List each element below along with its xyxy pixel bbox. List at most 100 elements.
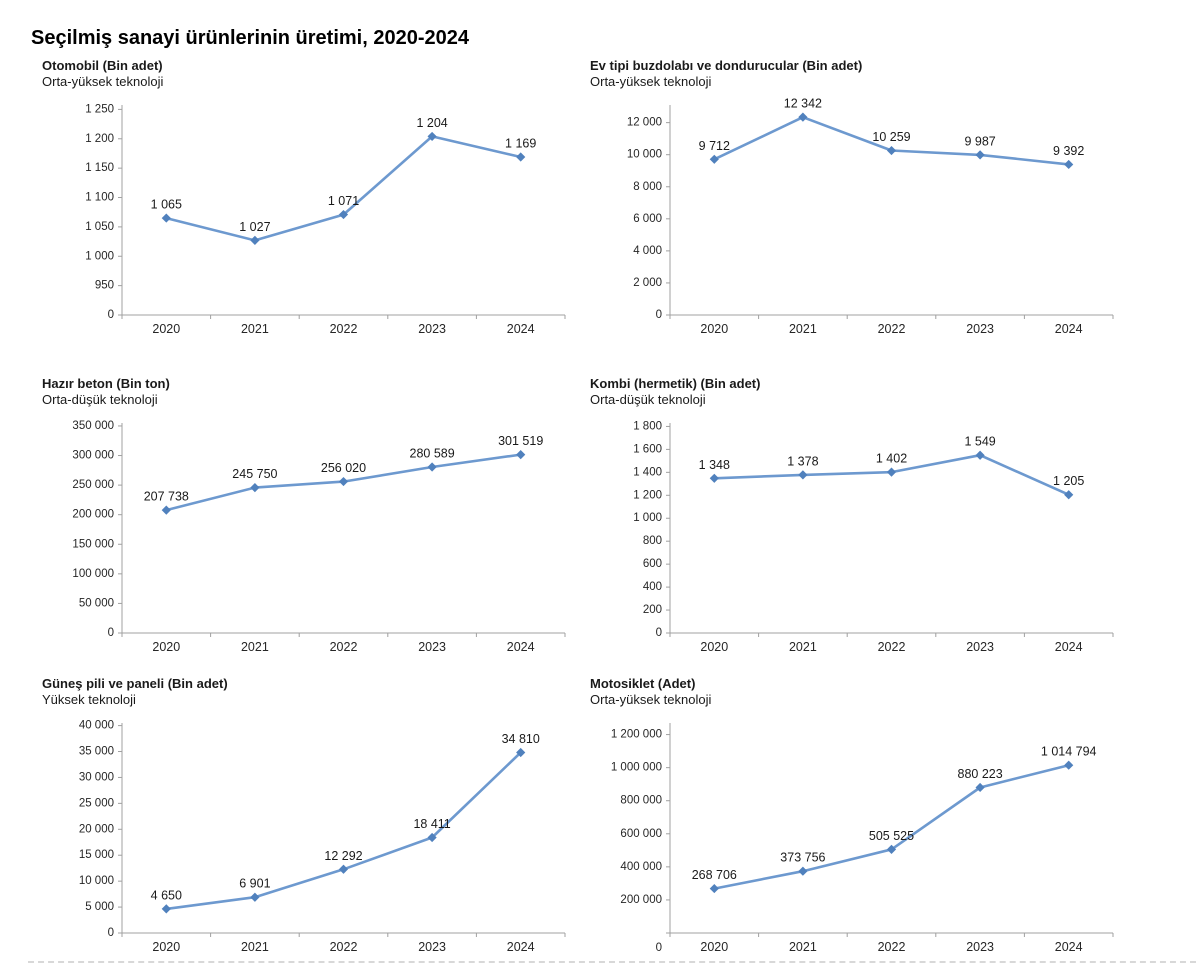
data-point-label: 1 065	[151, 198, 182, 212]
data-point-marker	[161, 505, 171, 515]
y-tick-label: 400	[643, 581, 662, 593]
data-point-label: 301 519	[498, 434, 543, 448]
y-tick-label: 30 000	[79, 771, 114, 783]
data-point-marker	[427, 832, 437, 843]
y-tick-label: 0	[656, 627, 662, 639]
x-tick-label: 2021	[789, 940, 817, 954]
data-point-marker	[1064, 760, 1074, 770]
y-tick-label: 15 000	[79, 849, 114, 861]
y-tick-label: 20 000	[79, 823, 114, 835]
y-tick-label: 0	[656, 942, 662, 954]
y-tick-label: 40 000	[79, 720, 114, 732]
data-point-marker	[1064, 159, 1074, 170]
x-tick-label: 2024	[1055, 322, 1083, 336]
y-tick-label: 0	[656, 309, 662, 321]
y-tick-label: 200 000	[72, 509, 114, 521]
y-tick-label: 1 250	[85, 103, 114, 115]
x-tick-label: 2020	[152, 640, 180, 654]
data-point-label: 1 169	[505, 136, 536, 150]
data-point-marker	[798, 112, 808, 122]
data-point-marker	[338, 209, 349, 220]
line-chart-kombi: 0 200 400 600 800 1 000 1 200 1 400 1 600 1 800 20…	[633, 420, 1114, 654]
x-tick-label: 2021	[241, 322, 269, 336]
y-tick-label: 400 000	[620, 861, 662, 873]
y-tick-label: 2 000	[633, 277, 662, 289]
data-point-label: 245 750	[232, 467, 277, 481]
axes: 0 50 000 100 000 150 000 200 000 250 000 300 0…	[72, 420, 566, 654]
data-point-marker	[975, 150, 985, 160]
y-tick-label: 0	[108, 627, 114, 639]
y-tick-label: 1 100	[85, 192, 114, 204]
data-point-marker	[886, 467, 897, 477]
data-point-label: 1 027	[239, 220, 270, 234]
data-point-marker	[427, 131, 437, 142]
x-tick-label: 2021	[241, 940, 269, 954]
x-tick-label: 2022	[330, 940, 358, 954]
x-tick-label: 2021	[789, 322, 817, 336]
x-tick-label: 2021	[789, 640, 817, 654]
chart-title: Güneş pili ve paneli (Bin adet)	[42, 676, 228, 691]
x-tick-label: 2024	[1055, 640, 1083, 654]
y-tick-label: 4 000	[633, 245, 662, 257]
page-title: Seçilmiş sanayi ürünlerinin üretimi, 202…	[31, 27, 469, 50]
y-tick-label: 1 200 000	[611, 729, 662, 741]
data-point-label: 34 810	[502, 732, 540, 746]
x-tick-label: 2024	[507, 940, 535, 954]
y-tick-label: 200 000	[620, 894, 662, 906]
series: 4 650 6 901 12 292 18 411 34 810	[151, 732, 540, 914]
series-line	[713, 763, 1071, 890]
x-tick-label: 2022	[330, 640, 358, 654]
data-point-label: 256 020	[321, 461, 366, 475]
y-tick-label: 100 000	[72, 568, 114, 580]
data-point-label: 1 014 794	[1041, 745, 1097, 759]
x-tick-label: 2023	[966, 940, 994, 954]
x-tick-label: 2020	[700, 322, 728, 336]
data-point-marker	[709, 473, 719, 483]
y-tick-label: 800	[643, 535, 662, 547]
line-chart-otomobil: 0 950 1 000 1 050 1 100 1 150 1 200 1 250 2020 20…	[85, 103, 566, 336]
y-tick-label: 1 200	[85, 133, 114, 145]
data-point-label: 10 259	[872, 130, 910, 144]
data-point-label: 268 706	[692, 868, 737, 882]
data-point-marker	[798, 866, 808, 876]
chart-card-otomobil: Otomobil (Bin adet) Orta-yüksek teknoloj…	[42, 58, 587, 347]
chart-subtitle: Orta-yüksek teknoloji	[42, 74, 164, 89]
data-point-label: 207 738	[144, 490, 189, 504]
y-tick-label: 0	[108, 927, 114, 939]
series: 268 706 373 756 505 525 880 223 1 014 794	[692, 745, 1097, 894]
x-tick-label: 2023	[418, 322, 446, 336]
y-tick-label: 6 000	[633, 213, 662, 225]
y-tick-label: 10 000	[627, 149, 662, 161]
chart-subtitle: Orta-düşük teknoloji	[590, 392, 706, 407]
data-point-marker	[338, 864, 349, 874]
x-tick-label: 2024	[507, 322, 535, 336]
y-tick-label: 25 000	[79, 797, 114, 809]
y-tick-label: 1 400	[633, 466, 662, 478]
data-point-marker	[709, 883, 719, 894]
x-tick-label: 2020	[700, 640, 728, 654]
series: 1 348 1 378 1 402 1 549 1 205	[699, 435, 1084, 500]
y-tick-label: 1 000 000	[611, 762, 662, 774]
data-point-label: 9 987	[964, 134, 995, 148]
data-point-marker	[427, 462, 437, 472]
line-chart-hazir-beton: 0 50 000 100 000 150 000 200 000 250 000 300 0…	[72, 420, 566, 654]
y-tick-label: 1 200	[633, 489, 662, 501]
y-tick-label: 1 050	[85, 221, 114, 233]
y-tick-label: 10 000	[79, 875, 114, 887]
data-point-label: 1 378	[787, 454, 818, 468]
data-point-label: 880 223	[958, 767, 1003, 781]
data-point-label: 505 525	[869, 829, 914, 843]
chart-card-motosiklet: Motosiklet (Adet) Orta-yüksek teknoloji …	[590, 676, 1135, 965]
y-tick-label: 950	[95, 280, 114, 292]
data-point-label: 1 205	[1053, 474, 1084, 488]
line-chart-gunes-pili: 0 5 000 10 000 15 000 20 000 25 000 30 000 35 0…	[79, 720, 566, 954]
y-tick-label: 0	[108, 309, 114, 321]
y-tick-label: 35 000	[79, 746, 114, 758]
x-tick-label: 2021	[241, 640, 269, 654]
x-tick-label: 2020	[700, 940, 728, 954]
data-point-label: 18 411	[413, 817, 450, 831]
data-point-label: 12 292	[324, 849, 362, 863]
y-tick-label: 1 000	[85, 250, 114, 262]
series: 9 712 12 342 10 259 9 987 9 392	[699, 97, 1084, 170]
